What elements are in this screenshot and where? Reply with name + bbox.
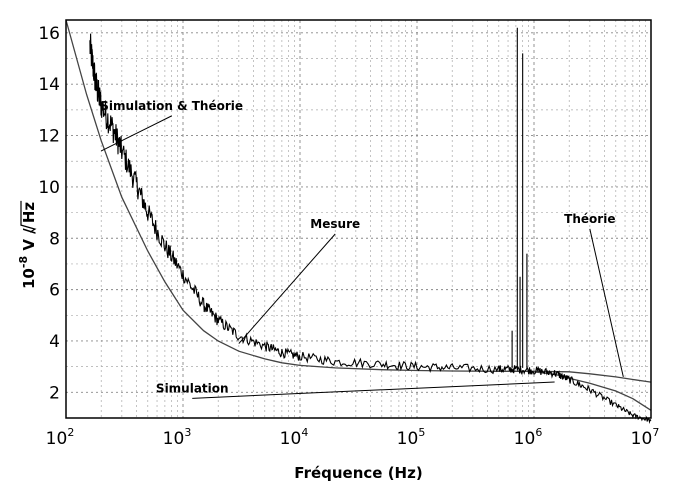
x-tick-label: 107 (631, 426, 660, 449)
annotation-layer: Simulation & Théorie Mesure Théorie Simulat… (100, 99, 624, 399)
y-tick-label: 2 (49, 383, 60, 403)
annotation-label: Théorie (564, 212, 615, 226)
y-axis-title-sqrt-argument: Hz (20, 202, 38, 224)
annotation-leader-line (238, 233, 336, 344)
x-tick-label: 103 (163, 426, 192, 449)
x-tick-label: 106 (514, 426, 543, 449)
x-axis-title: Fréquence (Hz) (294, 464, 422, 482)
sqrt-sign (20, 200, 37, 233)
annotation-label: Simulation (156, 381, 229, 395)
plot-frame (65, 19, 652, 419)
y-axis-title: 10-8 V / Hz (17, 200, 38, 289)
y-tick-labels: 2 4 6 8 10 12 14 16 (38, 24, 60, 403)
svg-text:10-8 V / Hz: 10-8 V / Hz (17, 202, 38, 289)
series-line-mesure (89, 33, 652, 424)
annotation-leader-line (100, 115, 172, 152)
annotation-label: Mesure (310, 217, 360, 231)
series-layer (65, 19, 652, 424)
y-axis-title-unit: V / (20, 223, 38, 256)
y-tick-label: 8 (49, 229, 60, 249)
y-tick-label: 16 (38, 24, 60, 44)
series-line-th-orie (533, 370, 652, 383)
x-tick-label: 102 (46, 426, 75, 449)
annotation-label: Simulation & Théorie (100, 99, 243, 113)
y-tick-label: 14 (38, 75, 60, 95)
grid (65, 20, 651, 419)
y-tick-label: 12 (38, 127, 60, 147)
y-tick-label: 4 (49, 332, 60, 352)
y-axis-title-exponent: -8 (17, 256, 30, 268)
x-tick-labels: 102 103 104 105 106 107 (46, 426, 660, 449)
annotation-leader-line (589, 228, 624, 378)
x-tick-label: 105 (397, 426, 426, 449)
y-tick-label: 6 (49, 281, 60, 301)
y-axis-title-prefix: 10 (20, 268, 38, 289)
y-tick-label: 10 (38, 178, 60, 198)
annotation-leader-line (192, 381, 555, 399)
series-line-simulation-th-orie (65, 19, 534, 372)
x-tick-label: 104 (280, 426, 309, 449)
